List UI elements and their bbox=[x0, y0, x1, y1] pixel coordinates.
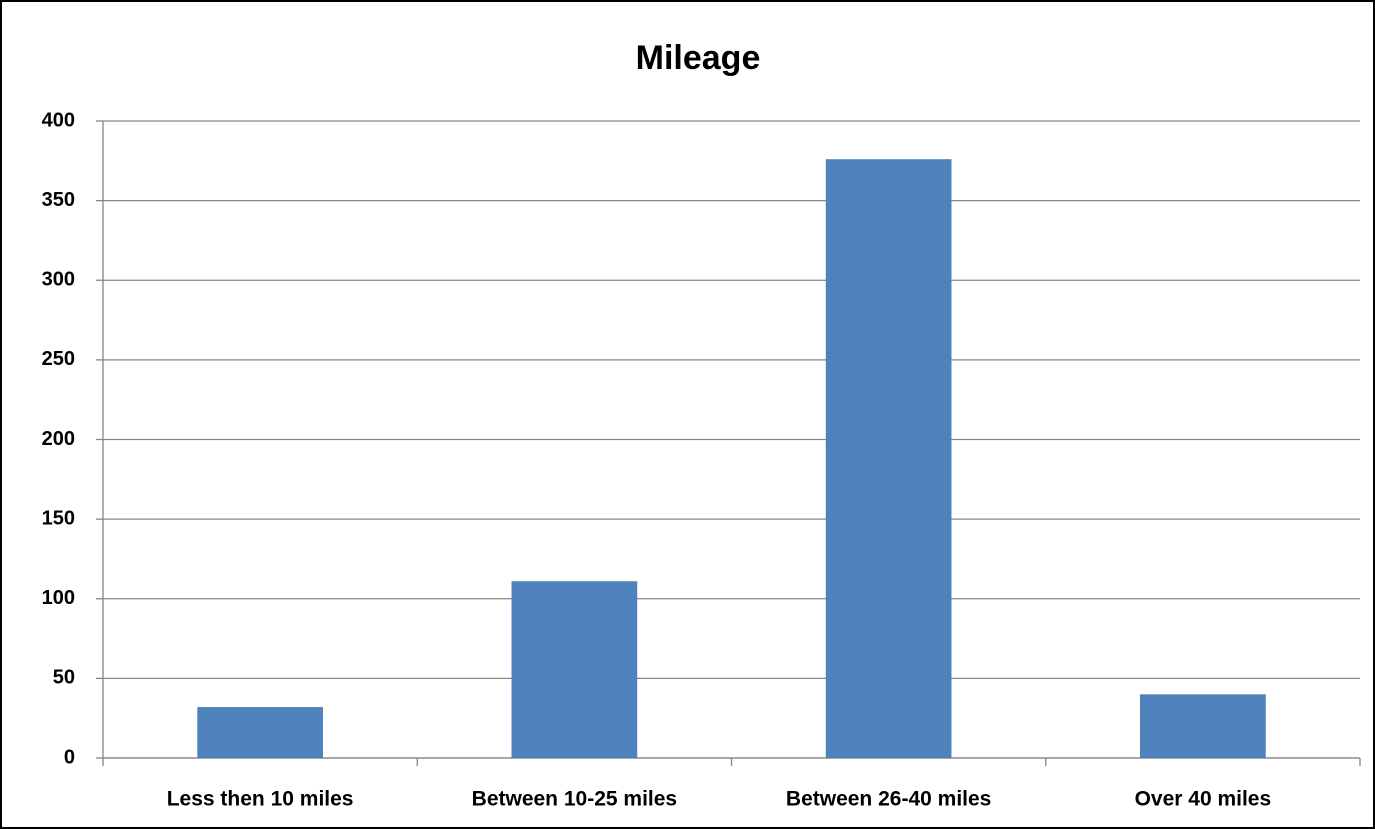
y-tick-label: 50 bbox=[53, 667, 75, 689]
x-tick-label: Between 26-40 miles bbox=[786, 788, 991, 811]
y-tick-label: 250 bbox=[42, 348, 75, 370]
bar bbox=[511, 581, 638, 758]
bar bbox=[825, 159, 952, 759]
y-tick-label: 0 bbox=[64, 746, 75, 768]
x-tick-label: Less then 10 miles bbox=[167, 788, 354, 811]
y-tick-label: 300 bbox=[42, 269, 75, 291]
y-tick-label: 400 bbox=[42, 109, 75, 131]
y-tick-label: 350 bbox=[42, 189, 75, 211]
x-tick-label: Between 10-25 miles bbox=[472, 788, 677, 811]
y-tick-label: 150 bbox=[42, 507, 75, 529]
chart-title: Mileage bbox=[636, 39, 761, 77]
x-tick-label: Over 40 miles bbox=[1135, 788, 1272, 811]
bar bbox=[197, 707, 323, 758]
y-tick-label: 200 bbox=[42, 428, 75, 450]
y-tick-label: 100 bbox=[42, 587, 75, 609]
bar bbox=[1140, 694, 1266, 758]
